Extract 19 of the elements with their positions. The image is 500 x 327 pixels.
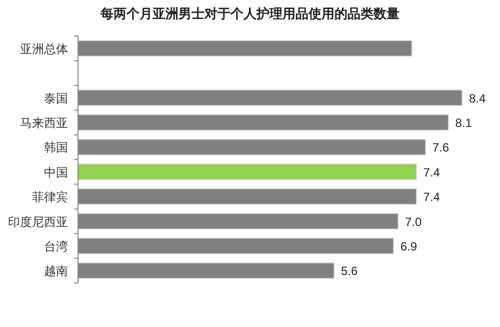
y-tick-label: 印度尼西亚 [8, 214, 68, 229]
y-tick-label: 越南 [44, 264, 68, 278]
y-tick-label: 亚洲总体 [20, 42, 68, 56]
data-label: 8.1 [455, 116, 472, 130]
y-tick-label: 中国 [44, 165, 68, 180]
data-label: 7.6 [432, 140, 450, 155]
data-label: 7.4 [423, 190, 440, 204]
y-tick-label: 泰国 [44, 91, 68, 106]
data-label: 5.6 [341, 264, 358, 278]
y-tick-label: 台湾 [44, 239, 68, 254]
data-label: 7.0 [405, 214, 422, 229]
y-tick-label: 马来西亚 [20, 116, 68, 130]
data-label: 7.4 [423, 165, 440, 180]
y-tick-label: 菲律宾 [32, 190, 68, 204]
chart-title: 每两个月亚洲男士对于个人护理用品使用的品类数量 [100, 6, 400, 21]
y-tick-label: 韩国 [44, 140, 68, 155]
bar [78, 164, 417, 180]
data-label: 6.9 [400, 239, 418, 254]
data-label: 8.4 [469, 91, 486, 106]
